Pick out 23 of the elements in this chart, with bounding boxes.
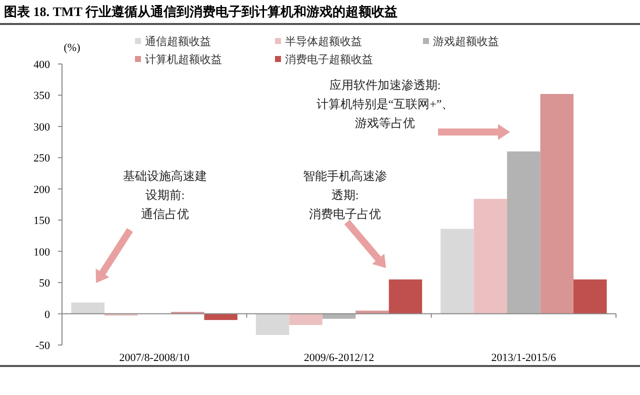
y-tick-label: 400 (34, 59, 50, 71)
x-tick-label: 2007/8-2008/10 (119, 352, 190, 364)
y-tick-label: 200 (34, 184, 50, 196)
legend-label: 消费电子超额收益 (285, 53, 373, 66)
legend-label: 通信超额收益 (145, 35, 211, 48)
y-tick-label: 150 (34, 215, 50, 228)
annotation: 应用软件加速渗透期:计算机特别是“互联网+”、游戏等占优 (316, 78, 454, 130)
y-tick-label: 50 (39, 278, 50, 290)
legend-label: 计算机超额收益 (145, 53, 222, 66)
legend-label: 半导体超额收益 (285, 35, 362, 48)
y-axis-title: (%) (64, 42, 81, 54)
x-tick-label: 2009/6-2012/12 (304, 352, 374, 364)
chart-title: 图表 18. TMT 行业遵循从通信到消费电子到计算机和游戏的超额收益 (4, 4, 398, 19)
y-tick-label: 100 (34, 246, 50, 258)
annotation: 基础设施高速建设期前:通信占优 (123, 169, 207, 221)
annotation: 智能手机高速渗透期:消费电子占优 (303, 169, 387, 221)
y-tick-label: 300 (34, 121, 50, 134)
y-tick-label: 350 (34, 90, 50, 102)
legend-label: 游戏超额收益 (433, 35, 499, 48)
y-tick-label: 250 (34, 152, 50, 165)
y-tick-label: 0 (44, 308, 50, 321)
y-tick-label: -50 (35, 340, 50, 352)
x-tick-label: 2013/1-2015/6 (491, 352, 557, 364)
